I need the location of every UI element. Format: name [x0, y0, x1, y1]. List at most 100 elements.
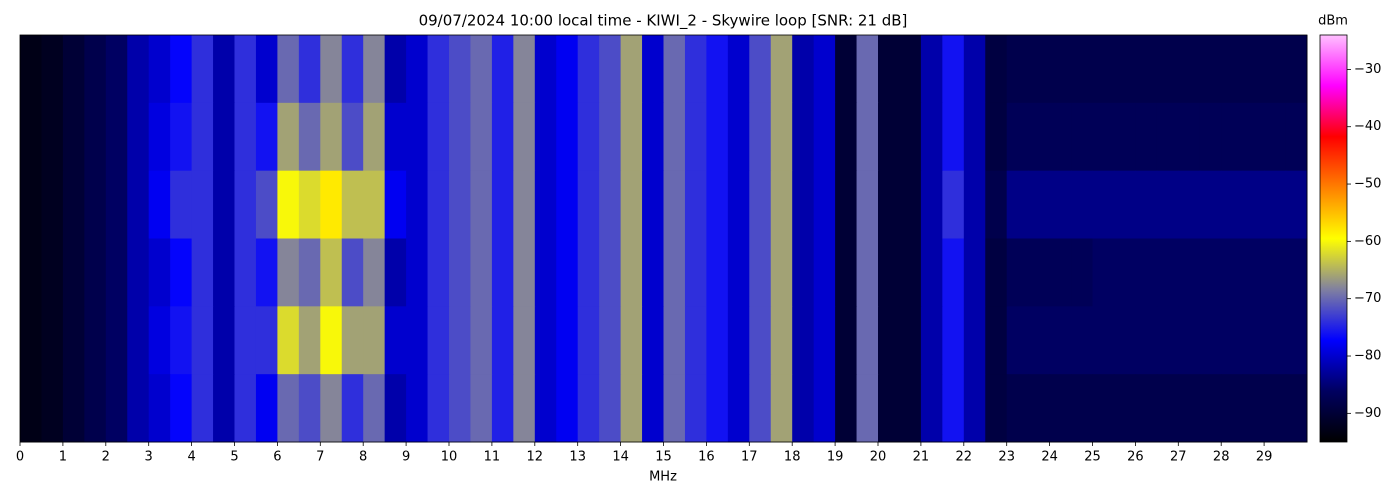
x-tick-label: 23: [998, 450, 1015, 465]
x-tick-label: 25: [1084, 450, 1101, 465]
heatmap-cell: [1092, 102, 1115, 172]
heatmap-cell: [1221, 238, 1244, 307]
heatmap-cell: [899, 170, 922, 239]
heatmap-cell: [170, 35, 193, 104]
x-tick-label: 20: [870, 450, 887, 465]
heatmap-cell: [62, 306, 85, 375]
heatmap-cell: [577, 306, 600, 375]
heatmap-cell: [835, 170, 858, 239]
heatmap-cell: [813, 374, 836, 443]
heatmap-cell: [20, 102, 42, 172]
heatmap-cell: [706, 170, 729, 239]
heatmap-cell: [835, 374, 858, 443]
heatmap-cell: [856, 238, 879, 307]
heatmap-cell: [856, 35, 879, 104]
heatmap-cell: [20, 306, 42, 375]
heatmap-cell: [277, 35, 300, 104]
heatmap-cell: [856, 374, 879, 443]
heatmap-cell: [41, 170, 64, 239]
heatmap-cell: [792, 306, 815, 375]
heatmap-cell: [491, 374, 514, 443]
heatmap-cell: [835, 306, 858, 375]
heatmap-cell: [1135, 306, 1158, 375]
x-tick-label: 21: [913, 450, 930, 465]
heatmap-cell: [491, 35, 514, 104]
heatmap-cell: [770, 170, 793, 239]
heatmap-cell: [792, 374, 815, 443]
heatmap-cell: [470, 238, 493, 307]
heatmap-cell: [684, 306, 707, 375]
heatmap-cell: [878, 374, 900, 443]
heatmap-cell: [920, 374, 943, 443]
heatmap-cell: [1242, 306, 1265, 375]
heatmap-cell: [406, 306, 429, 375]
heatmap-cell: [1221, 374, 1244, 443]
heatmap-cell: [1178, 170, 1201, 239]
heatmap-cell: [942, 238, 965, 307]
heatmap-cell: [341, 238, 364, 307]
heatmap-cell: [899, 306, 922, 375]
heatmap-cell: [213, 374, 235, 443]
heatmap-cell: [1199, 35, 1222, 104]
heatmap-cell: [749, 306, 772, 375]
heatmap-cell: [1135, 35, 1158, 104]
heatmap-cell: [1006, 238, 1029, 307]
heatmap-cell: [427, 374, 450, 443]
heatmap-cell: [341, 35, 364, 104]
heatmap-cell: [1264, 374, 1287, 443]
heatmap-cell: [363, 306, 386, 375]
heatmap-cell: [749, 170, 772, 239]
heatmap-cell: [384, 374, 407, 443]
heatmap-cell: [556, 35, 579, 104]
heatmap-cell: [255, 306, 278, 375]
heatmap-cell: [470, 170, 493, 239]
x-tick-label: 5: [230, 450, 238, 465]
x-axis-label: MHz: [649, 470, 677, 485]
heatmap-cell: [148, 102, 171, 172]
heatmap-cell: [148, 374, 171, 443]
heatmap-cell: [384, 35, 407, 104]
heatmap-cell: [234, 306, 257, 375]
heatmap-cell: [105, 238, 128, 307]
heatmap-cell: [663, 306, 686, 375]
heatmap-cell: [234, 238, 257, 307]
heatmap-cell: [963, 102, 986, 172]
heatmap-cell: [191, 306, 214, 375]
heatmap-cell: [213, 238, 235, 307]
heatmap-cell: [1285, 102, 1308, 172]
heatmap-cell: [1006, 170, 1029, 239]
heatmap-cell: [1178, 35, 1201, 104]
heatmap-cell: [1049, 306, 1072, 375]
heatmap-cell: [320, 306, 343, 375]
chart-title: 09/07/2024 10:00 local time - KIWI_2 - S…: [419, 12, 908, 31]
heatmap-cell: [41, 102, 64, 172]
heatmap-cell: [813, 102, 836, 172]
heatmap-cell: [1199, 170, 1222, 239]
heatmap-cell: [105, 306, 128, 375]
heatmap-cell: [642, 238, 664, 307]
heatmap-cell: [127, 306, 150, 375]
heatmap-cell: [920, 102, 943, 172]
heatmap-cell: [320, 35, 343, 104]
heatmap-cell: [513, 238, 536, 307]
x-tick-label: 17: [741, 450, 758, 465]
heatmap-cell: [899, 102, 922, 172]
heatmap-cell: [1092, 35, 1115, 104]
heatmap-cell: [384, 238, 407, 307]
heatmap-cell: [470, 102, 493, 172]
heatmap-cell: [878, 170, 900, 239]
heatmap-cell: [320, 238, 343, 307]
x-tick-label: 9: [402, 450, 410, 465]
heatmap-cell: [985, 170, 1008, 239]
heatmap-cell: [277, 238, 300, 307]
heatmap-cell: [1221, 102, 1244, 172]
heatmap-cell: [813, 306, 836, 375]
heatmap-cell: [813, 238, 836, 307]
heatmap-cell: [920, 238, 943, 307]
heatmap-cell: [963, 306, 986, 375]
heatmap-cell: [277, 374, 300, 443]
heatmap-cell: [1178, 102, 1201, 172]
heatmap-cell: [384, 306, 407, 375]
heatmap-cell: [255, 35, 278, 104]
heatmap-cell: [1049, 35, 1072, 104]
